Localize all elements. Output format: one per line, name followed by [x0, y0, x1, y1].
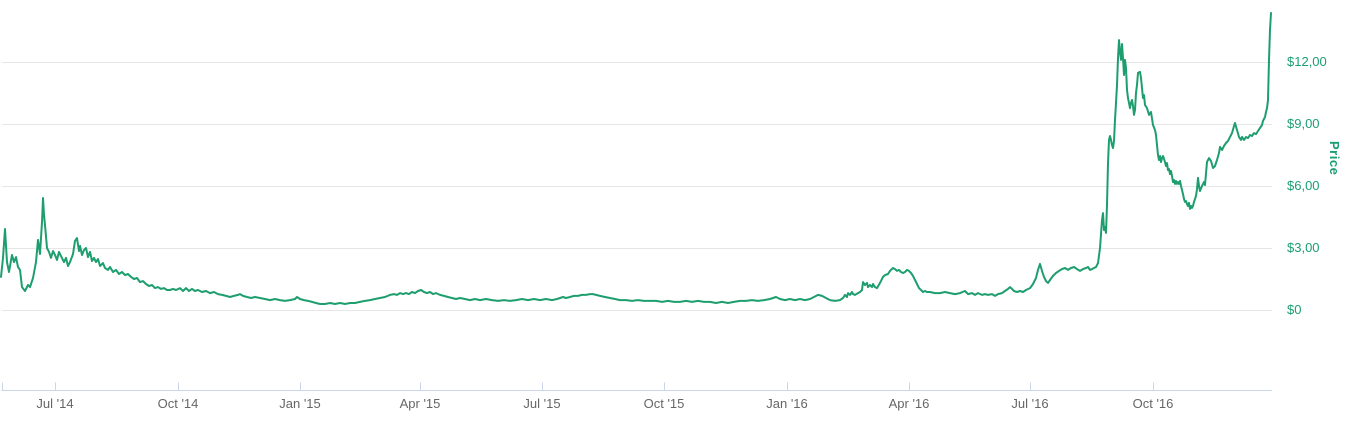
- price-axis-tick-label: $0: [1287, 302, 1302, 317]
- date-axis-tick-label: Apr '15: [399, 396, 441, 411]
- price-axis-title: Price: [1327, 141, 1342, 176]
- date-axis-tick-label: Jan '16: [766, 396, 808, 411]
- date-axis-tick-label: Apr '16: [888, 396, 930, 411]
- price-axis-tick-label: $12,00: [1287, 53, 1327, 69]
- price-line-series: [0, 12, 1272, 305]
- date-axis-tick-label: Jul '16: [1011, 396, 1049, 411]
- price-axis-tick-label: $9,00: [1287, 115, 1320, 131]
- date-axis-tick-label: Jul '14: [36, 396, 74, 411]
- date-axis-tick-label: Oct '14: [157, 396, 199, 411]
- date-axis-tick-label: Jan '15: [279, 396, 321, 411]
- price-axis-tick-label: $3,00: [1287, 239, 1320, 255]
- date-axis-tick-label: Oct '15: [643, 396, 685, 411]
- price-axis-tick-label: $6,00: [1287, 177, 1320, 193]
- date-axis-tick-label: Oct '16: [1132, 396, 1174, 411]
- date-axis-tick-label: Jul '15: [523, 396, 561, 411]
